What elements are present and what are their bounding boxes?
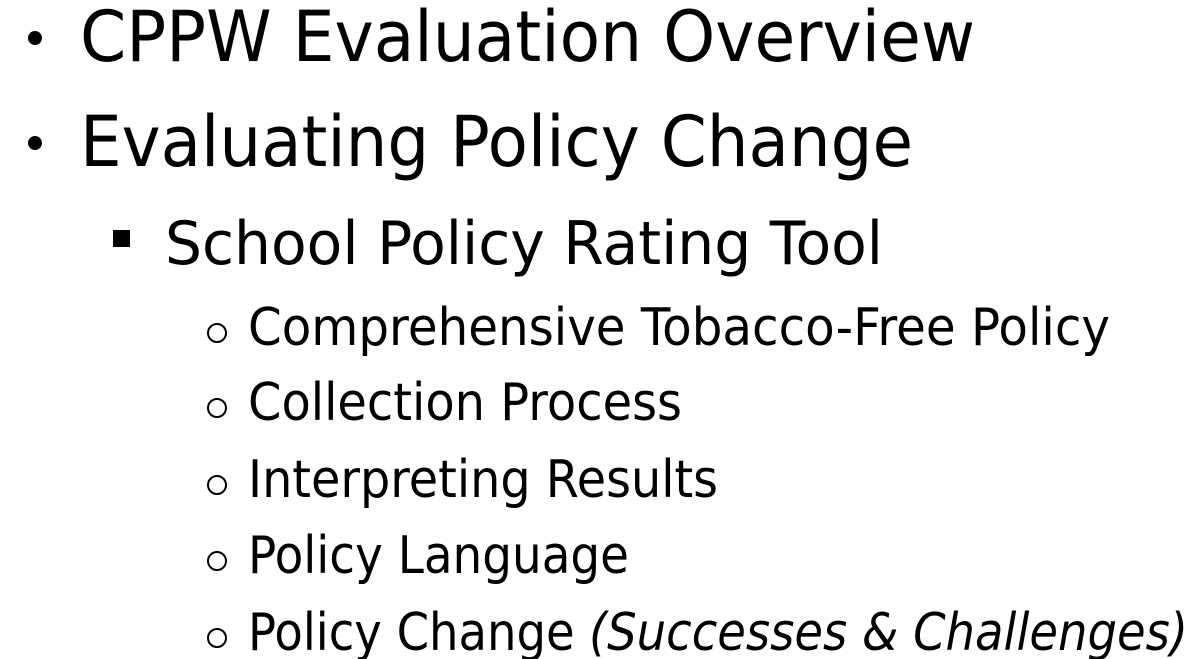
bullet [207, 398, 227, 418]
bullet [207, 323, 227, 343]
list-item: Policy Language [248, 526, 629, 586]
bullet [28, 136, 42, 150]
bullet [207, 475, 227, 495]
list-item: Evaluating Policy Change [80, 101, 913, 183]
bullet [113, 230, 130, 247]
list-item: Comprehensive Tobacco-Free Policy [248, 298, 1110, 358]
item-emphasis: (Successes & Challenges) [589, 603, 1188, 659]
item-text: Policy Change [248, 603, 575, 659]
list-item: School Policy Rating Tool [165, 209, 883, 279]
list-item: Policy Change(Successes & Challenges) [248, 603, 1188, 659]
list-item: Interpreting Results [248, 450, 718, 510]
bullet [207, 551, 227, 571]
list-item: CPPW Evaluation Overview [80, 0, 975, 78]
bullet [28, 31, 42, 45]
list-item: Collection Process [248, 373, 682, 433]
bullet [207, 628, 227, 648]
